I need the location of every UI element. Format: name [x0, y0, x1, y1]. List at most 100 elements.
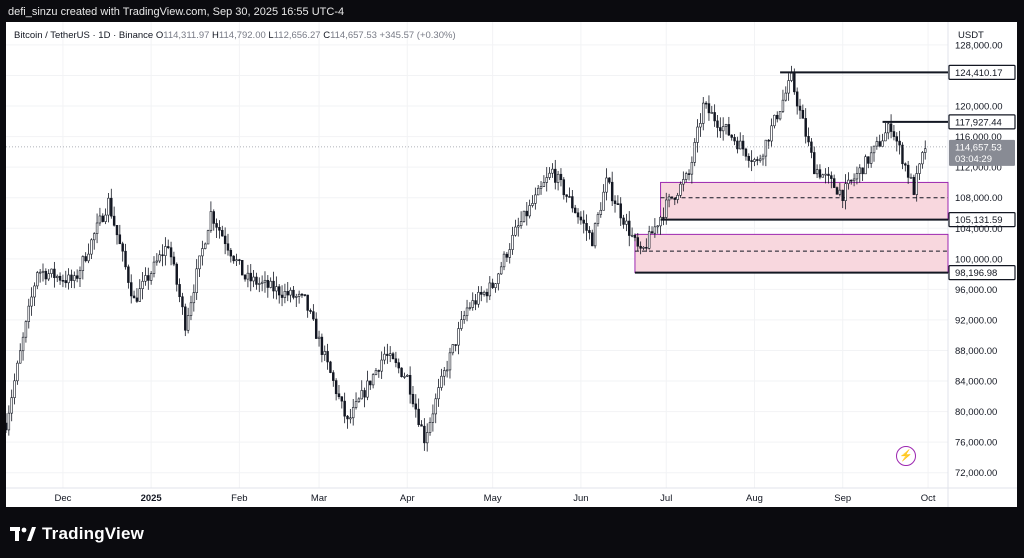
candle[interactable]: [388, 353, 392, 356]
candle[interactable]: [6, 422, 8, 431]
candle[interactable]: [201, 248, 204, 257]
candle[interactable]: [366, 380, 369, 398]
candle[interactable]: [602, 191, 605, 211]
candle[interactable]: [440, 375, 443, 388]
candle[interactable]: [693, 142, 696, 163]
candle[interactable]: [314, 318, 318, 339]
candle[interactable]: [778, 111, 782, 120]
candle[interactable]: [727, 124, 731, 136]
candle[interactable]: [633, 234, 637, 238]
candle[interactable]: [152, 261, 156, 274]
candle[interactable]: [761, 155, 765, 160]
candle[interactable]: [149, 273, 153, 281]
candle[interactable]: [78, 270, 82, 279]
candle[interactable]: [107, 197, 110, 216]
candle[interactable]: [87, 253, 90, 262]
candle[interactable]: [548, 172, 551, 178]
candle[interactable]: [61, 280, 65, 282]
candle[interactable]: [579, 216, 583, 221]
candle[interactable]: [175, 263, 178, 285]
candle[interactable]: [554, 168, 557, 183]
candle[interactable]: [443, 370, 446, 377]
candle[interactable]: [744, 148, 748, 157]
currency-label[interactable]: USDT: [958, 30, 984, 41]
candle[interactable]: [645, 246, 648, 249]
candle[interactable]: [832, 178, 836, 188]
candle[interactable]: [610, 181, 614, 202]
candle[interactable]: [716, 120, 719, 128]
candle[interactable]: [363, 390, 366, 398]
candle[interactable]: [300, 293, 304, 296]
candle[interactable]: [90, 239, 93, 255]
candle[interactable]: [474, 300, 477, 305]
candle[interactable]: [895, 136, 898, 142]
candle[interactable]: [394, 358, 398, 363]
candle[interactable]: [850, 179, 853, 182]
candle[interactable]: [531, 203, 534, 206]
candle[interactable]: [206, 230, 210, 245]
candle[interactable]: [115, 225, 119, 236]
candle[interactable]: [824, 173, 827, 176]
candle[interactable]: [64, 280, 67, 284]
candle[interactable]: [448, 352, 452, 371]
candle[interactable]: [551, 168, 554, 174]
candle[interactable]: [397, 362, 400, 369]
candle[interactable]: [138, 288, 141, 302]
candle[interactable]: [369, 380, 372, 386]
candle[interactable]: [909, 176, 913, 179]
candle[interactable]: [380, 359, 383, 372]
candle[interactable]: [343, 400, 346, 417]
candle[interactable]: [47, 273, 50, 280]
candle[interactable]: [884, 132, 887, 142]
candle[interactable]: [240, 260, 244, 276]
candle[interactable]: [141, 280, 144, 290]
candle[interactable]: [784, 92, 788, 101]
candle[interactable]: [283, 291, 287, 298]
candle[interactable]: [912, 176, 916, 195]
candle[interactable]: [371, 374, 375, 386]
candle[interactable]: [377, 370, 381, 372]
candle[interactable]: [312, 311, 315, 320]
candle[interactable]: [815, 169, 819, 175]
candle[interactable]: [568, 196, 571, 198]
candle[interactable]: [232, 255, 235, 262]
candle[interactable]: [21, 336, 25, 352]
candle[interactable]: [144, 275, 147, 282]
candle[interactable]: [707, 103, 711, 114]
candle[interactable]: [98, 215, 102, 224]
candle[interactable]: [218, 227, 221, 231]
candle[interactable]: [892, 131, 896, 137]
candle[interactable]: [864, 156, 867, 175]
candle[interactable]: [542, 182, 546, 187]
candle[interactable]: [665, 199, 668, 218]
candle[interactable]: [223, 235, 227, 245]
candle[interactable]: [226, 243, 230, 251]
candle[interactable]: [696, 126, 699, 143]
candle[interactable]: [471, 300, 474, 308]
candle[interactable]: [269, 280, 272, 288]
candle[interactable]: [730, 134, 733, 138]
candle[interactable]: [539, 186, 543, 189]
candle[interactable]: [773, 114, 776, 127]
candle[interactable]: [332, 372, 335, 381]
candle[interactable]: [121, 243, 124, 252]
candle[interactable]: [354, 401, 358, 408]
candle[interactable]: [682, 179, 685, 185]
candle[interactable]: [346, 415, 349, 420]
candle[interactable]: [27, 305, 30, 322]
candle[interactable]: [867, 156, 870, 164]
candle[interactable]: [189, 302, 193, 316]
price-chart[interactable]: 124,410.17 117,927.44 105,131.59 98,196.98 7…: [6, 22, 1017, 507]
candle[interactable]: [13, 380, 16, 398]
candle[interactable]: [92, 233, 96, 241]
candle[interactable]: [349, 417, 352, 420]
candle[interactable]: [855, 173, 859, 180]
candle[interactable]: [118, 234, 122, 245]
candle[interactable]: [158, 254, 161, 262]
candle[interactable]: [528, 205, 531, 217]
candle[interactable]: [818, 169, 822, 178]
candle[interactable]: [235, 259, 238, 262]
candle[interactable]: [255, 276, 258, 285]
candle[interactable]: [505, 253, 509, 258]
candle[interactable]: [622, 217, 625, 225]
